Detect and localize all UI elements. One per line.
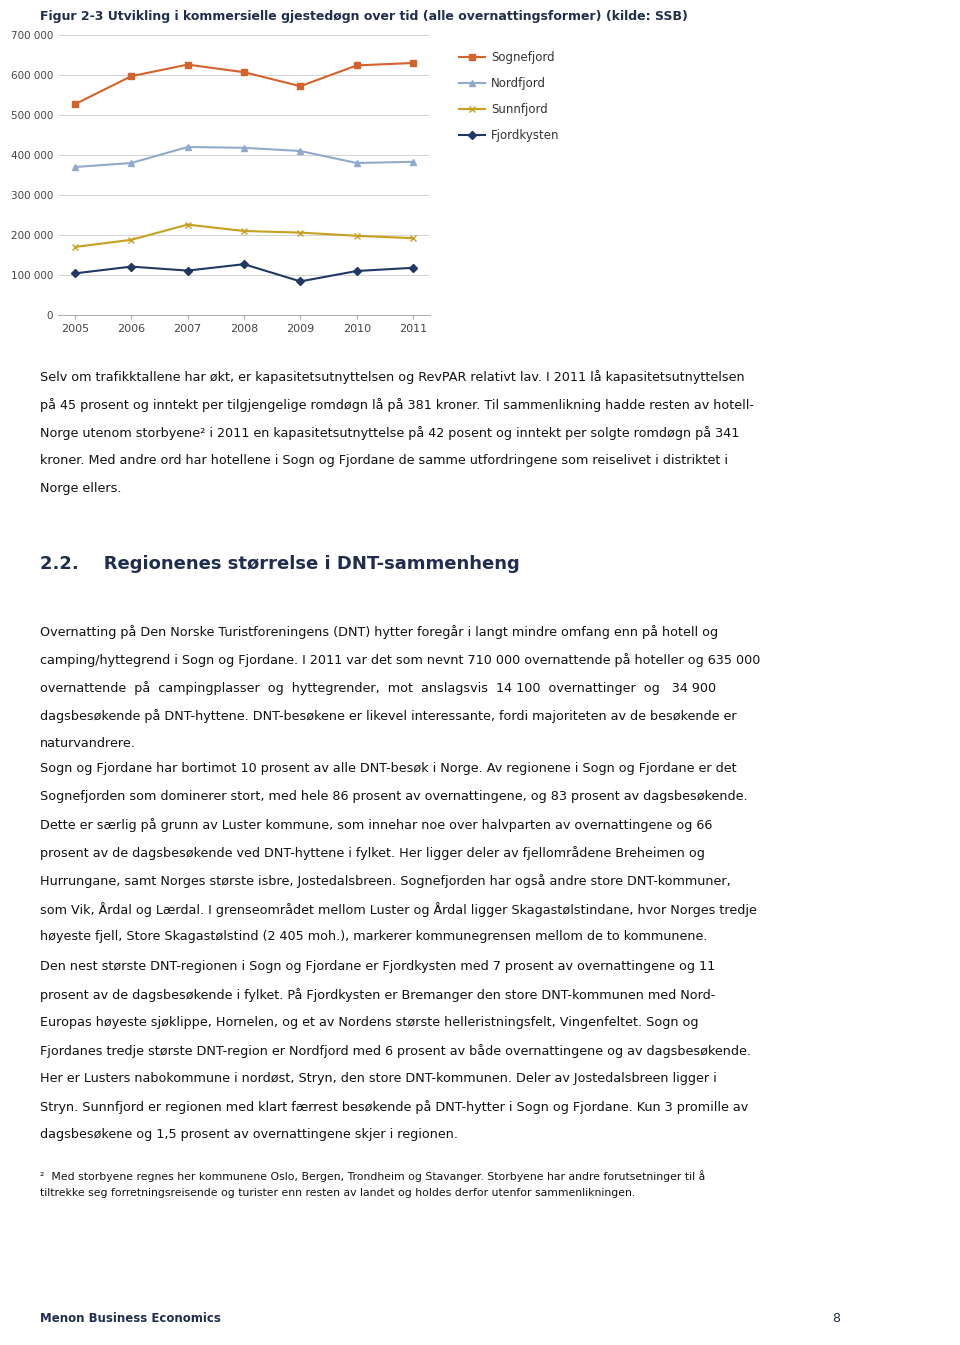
Text: prosent av de dagsbesøkende i fylket. På Fjordkysten er Bremanger den store DNT-: prosent av de dagsbesøkende i fylket. På…: [40, 989, 715, 1002]
Text: Stryn. Sunnfjord er regionen med klart færrest besøkende på DNT-hytter i Sogn og: Stryn. Sunnfjord er regionen med klart f…: [40, 1100, 748, 1114]
Text: på 45 prosent og inntekt per tilgjengelige romdøgn lå på 381 kroner. Til sammenl: på 45 prosent og inntekt per tilgjengeli…: [40, 398, 754, 412]
Text: Figur 2-3 Utvikling i kommersielle gjestedøgn over tid (alle overnattingsformer): Figur 2-3 Utvikling i kommersielle gjest…: [40, 9, 688, 23]
Text: 2.2.    Regionenes størrelse i DNT-sammenheng: 2.2. Regionenes størrelse i DNT-sammenhe…: [40, 555, 519, 573]
Text: Overnatting på Den Norske Turistforeningens (DNT) hytter foregår i langt mindre : Overnatting på Den Norske Turistforening…: [40, 625, 718, 639]
Text: ²  Med storbyene regnes her kommunene Oslo, Bergen, Trondheim og Stavanger. Stor: ² Med storbyene regnes her kommunene Osl…: [40, 1170, 706, 1182]
Text: Sogn og Fjordane har bortimot 10 prosent av alle DNT-besøk i Norge. Av regionene: Sogn og Fjordane har bortimot 10 prosent…: [40, 763, 736, 775]
Legend: Sognefjord, Nordfjord, Sunnfjord, Fjordkysten: Sognefjord, Nordfjord, Sunnfjord, Fjordk…: [454, 47, 564, 147]
Text: camping/hyttegrend i Sogn og Fjordane. I 2011 var det som nevnt 710 000 overnatt: camping/hyttegrend i Sogn og Fjordane. I…: [40, 654, 760, 667]
Text: Norge utenom storbyene² i 2011 en kapasitetsutnyttelse på 42 posent og inntekt p: Norge utenom storbyene² i 2011 en kapasi…: [40, 426, 739, 440]
Text: Her er Lusters nabokommune i nordøst, Stryn, den store DNT-kommunen. Deler av Jo: Her er Lusters nabokommune i nordøst, St…: [40, 1072, 717, 1085]
Text: dagsbesøkene og 1,5 prosent av overnattingene skjer i regionen.: dagsbesøkene og 1,5 prosent av overnatti…: [40, 1128, 458, 1141]
Text: som Vik, Årdal og Lærdal. I grenseområdet mellom Luster og Årdal ligger Skagastø: som Vik, Årdal og Lærdal. I grenseområde…: [40, 902, 756, 917]
Text: Dette er særlig på grunn av Luster kommune, som innehar noe over halvparten av o: Dette er særlig på grunn av Luster kommu…: [40, 818, 712, 833]
Text: dagsbesøkende på DNT-hyttene. DNT-besøkene er likevel interessante, fordi majori: dagsbesøkende på DNT-hyttene. DNT-besøke…: [40, 709, 736, 724]
Text: tiltrekke seg forretningsreisende og turister enn resten av landet og holdes der: tiltrekke seg forretningsreisende og tur…: [40, 1188, 636, 1198]
Text: overnattende  på  campingplasser  og  hyttegrender,  mot  anslagsvis  14 100  ov: overnattende på campingplasser og hytteg…: [40, 681, 716, 695]
Text: 8: 8: [832, 1311, 840, 1325]
Text: Den nest største DNT-regionen i Sogn og Fjordane er Fjordkysten med 7 prosent av: Den nest største DNT-regionen i Sogn og …: [40, 960, 715, 972]
Text: naturvandrere.: naturvandrere.: [40, 737, 136, 751]
Text: Europas høyeste sjøklippe, Hornelen, og et av Nordens største helleristningsfelt: Europas høyeste sjøklippe, Hornelen, og …: [40, 1015, 699, 1029]
Text: RAPPORT: RAPPORT: [850, 1309, 916, 1322]
Text: Norge ellers.: Norge ellers.: [40, 482, 122, 495]
Text: Sognefjorden som dominerer stort, med hele 86 prosent av overnattingene, og 83 p: Sognefjorden som dominerer stort, med he…: [40, 790, 748, 803]
Text: høyeste fjell, Store Skagastølstind (2 405 moh.), markerer kommunegrensen mellom: høyeste fjell, Store Skagastølstind (2 4…: [40, 929, 708, 943]
Text: Fjordanes tredje største DNT-region er Nordfjord med 6 prosent av både overnatti: Fjordanes tredje største DNT-region er N…: [40, 1044, 751, 1059]
Text: Selv om trafikktallene har økt, er kapasitetsutnyttelsen og RevPAR relativt lav.: Selv om trafikktallene har økt, er kapas…: [40, 370, 745, 383]
Text: Hurrungane, samt Norges største isbre, Jostedalsbreen. Sognefjorden har også and: Hurrungane, samt Norges største isbre, J…: [40, 874, 731, 888]
Text: kroner. Med andre ord har hotellene i Sogn og Fjordane de samme utfordringene so: kroner. Med andre ord har hotellene i So…: [40, 455, 728, 467]
Text: Menon Business Economics: Menon Business Economics: [40, 1311, 221, 1325]
Text: prosent av de dagsbesøkende ved DNT-hyttene i fylket. Her ligger deler av fjello: prosent av de dagsbesøkende ved DNT-hytt…: [40, 846, 705, 859]
